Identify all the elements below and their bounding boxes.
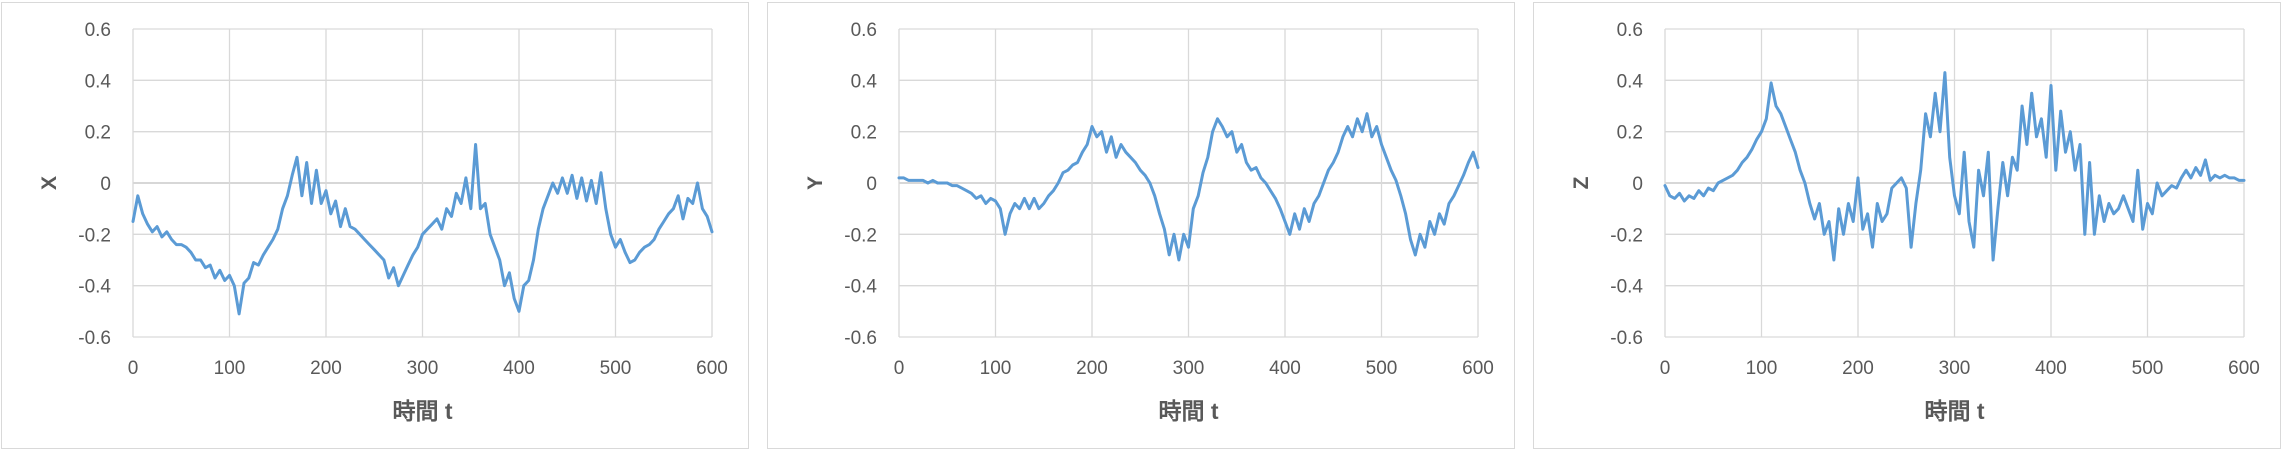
x-tick-label: 100 (1746, 358, 1778, 379)
x-tick-label: 400 (1269, 358, 1301, 379)
y-axis-label: Z (1570, 176, 1593, 189)
y-tick-label: 0.6 (1617, 20, 1643, 41)
y-axis-label: X (38, 176, 61, 190)
chart-panel-x: 0.6 0.4 0.2 0 -0.2 -0.4 -0.6 0 100 200 300 400 500 60… (1, 2, 749, 449)
y-tick-label: 0.4 (85, 71, 112, 92)
series-line (131, 143, 714, 316)
y-tick-label: 0.2 (851, 123, 877, 144)
chart-svg-y: 0.6 0.4 0.2 0 -0.2 -0.4 -0.6 0 100 200 300 400 500 60… (804, 20, 1494, 424)
y-tick-label: -0.2 (78, 225, 111, 246)
y-tick-label: 0 (100, 174, 111, 195)
chart-panel-z: 0.6 0.4 0.2 0 -0.2 -0.4 -0.6 0 100 200 300 400 500 60… (1533, 2, 2281, 449)
series-line (1663, 71, 2246, 262)
x-tick-label: 600 (2228, 358, 2260, 379)
y-tick-label: -0.4 (1610, 277, 1643, 298)
y-tick-label: 0.2 (85, 123, 111, 144)
y-tick-label: -0.2 (1610, 225, 1643, 246)
x-tick-label: 100 (980, 358, 1012, 379)
y-tick-label: -0.2 (844, 225, 877, 246)
y-tick-label: -0.6 (78, 328, 111, 349)
x-tick-label: 600 (696, 358, 728, 379)
x-tick-label: 500 (2132, 358, 2164, 379)
y-axis-label: Y (804, 176, 827, 190)
series-line (897, 112, 1480, 262)
x-axis-label: 時間 t (1924, 398, 1984, 424)
y-tick-label: 0.2 (1617, 123, 1643, 144)
x-tick-label: 500 (600, 358, 632, 379)
y-tick-label: 0 (1632, 174, 1643, 195)
y-tick-label: 0.4 (1617, 71, 1644, 92)
x-tick-label: 300 (407, 358, 439, 379)
x-tick-label: 200 (1842, 358, 1874, 379)
x-axis-label: 時間 t (1158, 398, 1218, 424)
y-tick-label: 0.4 (851, 71, 878, 92)
x-tick-label: 400 (2035, 358, 2067, 379)
y-tick-label: -0.6 (844, 328, 877, 349)
y-tick-label: 0 (866, 174, 877, 195)
x-tick-label: 600 (1462, 358, 1494, 379)
x-tick-label: 100 (214, 358, 246, 379)
x-tick-label: 300 (1173, 358, 1205, 379)
x-tick-label: 400 (503, 358, 535, 379)
x-tick-label: 200 (310, 358, 342, 379)
plot-area: 0.6 0.4 0.2 0 -0.2 -0.4 -0.6 0 100 200 300 400 500 60… (804, 20, 1494, 424)
x-tick-label: 0 (894, 358, 905, 379)
plot-area: 0.6 0.4 0.2 0 -0.2 -0.4 -0.6 0 100 200 300 400 500 60… (38, 20, 728, 424)
x-tick-label: 500 (1366, 358, 1398, 379)
chart-svg-z: 0.6 0.4 0.2 0 -0.2 -0.4 -0.6 0 100 200 300 400 500 60… (1570, 20, 2260, 424)
y-tick-label: -0.4 (78, 277, 111, 298)
plot-area: 0.6 0.4 0.2 0 -0.2 -0.4 -0.6 0 100 200 300 400 500 60… (1570, 20, 2260, 424)
y-tick-label: 0.6 (851, 20, 877, 41)
chart-panel-y: 0.6 0.4 0.2 0 -0.2 -0.4 -0.6 0 100 200 300 400 500 60… (767, 2, 1515, 449)
chart-svg-x: 0.6 0.4 0.2 0 -0.2 -0.4 -0.6 0 100 200 300 400 500 60… (38, 20, 728, 424)
y-tick-label: 0.6 (85, 20, 111, 41)
y-tick-label: -0.6 (1610, 328, 1643, 349)
x-tick-label: 0 (1660, 358, 1671, 379)
x-tick-label: 0 (128, 358, 139, 379)
x-tick-label: 200 (1076, 358, 1108, 379)
x-axis-label: 時間 t (392, 398, 452, 424)
y-tick-label: -0.4 (844, 277, 877, 298)
x-tick-label: 300 (1939, 358, 1971, 379)
